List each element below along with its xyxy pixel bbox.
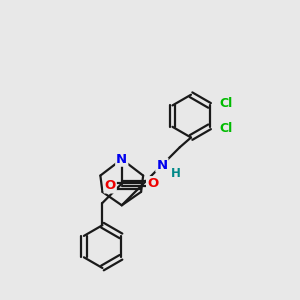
Text: Cl: Cl bbox=[219, 122, 232, 135]
Text: N: N bbox=[156, 159, 167, 172]
Text: Cl: Cl bbox=[219, 98, 232, 110]
Text: N: N bbox=[116, 153, 127, 166]
Text: O: O bbox=[104, 179, 116, 193]
Text: H: H bbox=[171, 167, 181, 180]
Text: O: O bbox=[147, 177, 158, 190]
